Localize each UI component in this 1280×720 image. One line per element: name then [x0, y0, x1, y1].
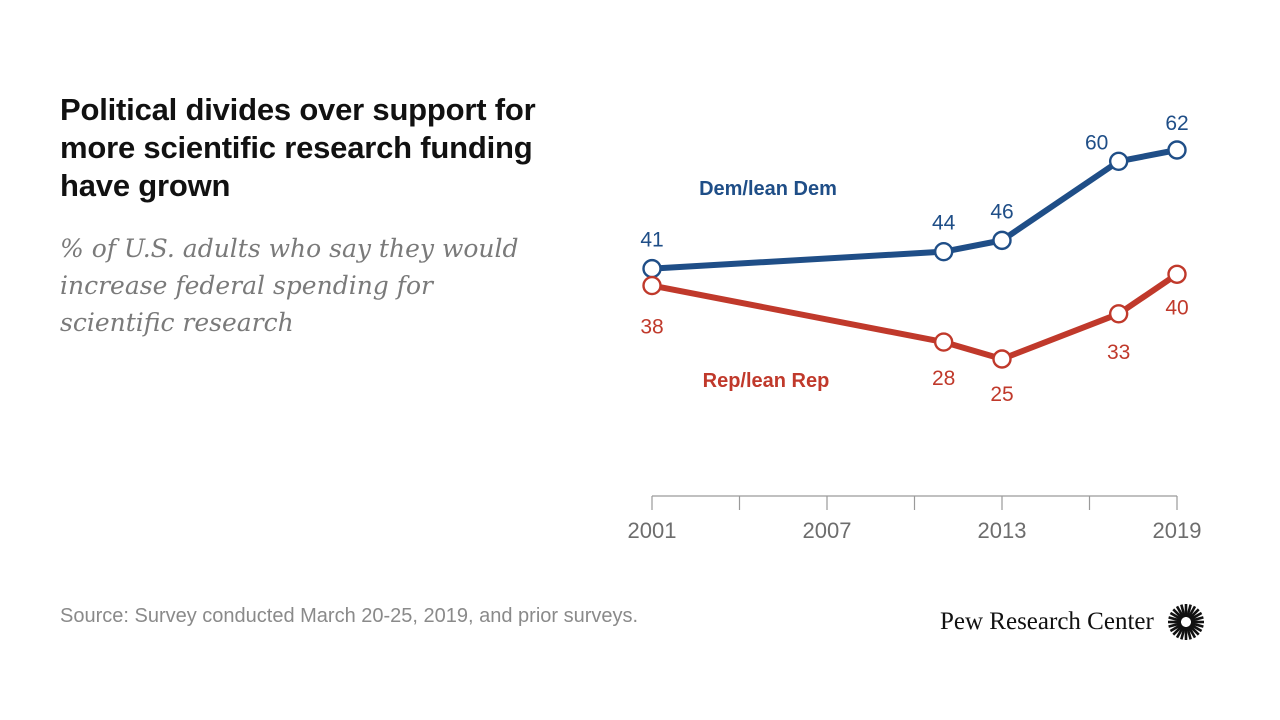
brand-logo: Pew Research Center: [940, 600, 1206, 644]
series-line-dem: [649, 147, 1180, 272]
data-label: 62: [1165, 112, 1188, 135]
data-point: [1108, 151, 1129, 171]
x-tick-label: 2001: [628, 518, 677, 543]
source-note: Source: Survey conducted March 20-25, 20…: [60, 605, 639, 627]
data-point: [642, 275, 662, 296]
data-point: [1167, 264, 1187, 284]
x-tick-label: 2019: [1153, 518, 1202, 543]
data-point: [992, 230, 1012, 251]
data-point: [933, 332, 954, 352]
data-point: [642, 258, 662, 279]
data-point: [933, 241, 954, 262]
x-tick-label: 2007: [803, 518, 852, 543]
data-label: 25: [990, 383, 1013, 406]
data-label: 33: [1107, 341, 1130, 364]
chart-title: Political divides over support for more …: [60, 92, 536, 203]
series-line-rep: [649, 271, 1180, 362]
data-point: [1167, 140, 1187, 160]
data-label: 40: [1165, 296, 1188, 319]
data-label: 60: [1085, 131, 1108, 154]
sunburst-logo-icon: [1167, 604, 1204, 640]
data-label: 41: [640, 229, 663, 252]
series-label: Rep/lean Rep: [703, 370, 830, 392]
x-tick-label: 2013: [978, 518, 1027, 543]
chart-subtitle: % of U.S. adults who say they would incr…: [60, 234, 519, 337]
data-label: 46: [990, 200, 1013, 223]
data-label: 28: [932, 367, 955, 390]
data-label: 44: [932, 212, 956, 235]
data-label: 38: [640, 316, 663, 339]
brand-name: Pew Research Center: [940, 608, 1154, 635]
data-point: [1108, 304, 1129, 324]
data-point: [992, 349, 1012, 369]
series-label: Dem/lean Dem: [699, 178, 837, 200]
